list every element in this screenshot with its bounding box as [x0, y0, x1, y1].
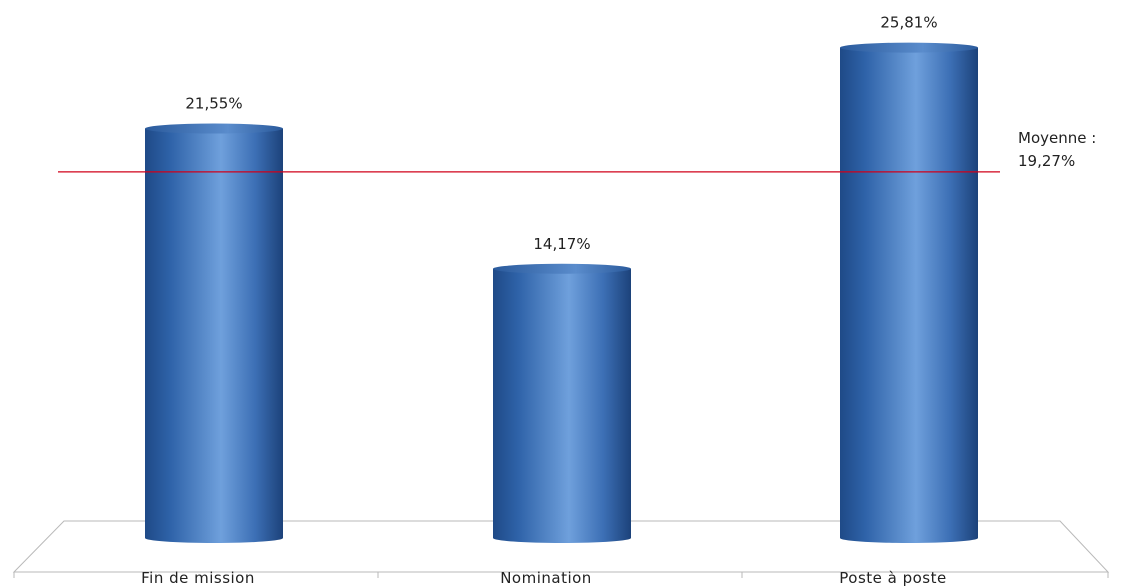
bar-bottom	[840, 533, 978, 543]
bar-1	[145, 123, 283, 543]
average-label-line2: 19,27%	[1018, 152, 1075, 170]
bar-3	[840, 42, 978, 543]
labels-layer: 21,55% Fin de mission 14,17% Nomination 25,8…	[141, 14, 946, 587]
category-label: Fin de mission	[141, 569, 255, 587]
bar-body	[493, 268, 631, 538]
data-label: 25,81%	[880, 14, 937, 32]
data-label: 14,17%	[533, 235, 590, 253]
bar-top	[493, 263, 631, 274]
bar-bottom	[145, 533, 283, 543]
bar-body	[145, 128, 283, 539]
category-label: Nomination	[500, 569, 592, 587]
bar-body	[840, 47, 978, 539]
bar-top	[145, 123, 283, 134]
chart-floor	[12, 520, 1110, 578]
bars-layer	[145, 42, 978, 543]
data-label: 21,55%	[185, 95, 242, 113]
bar-top	[840, 42, 978, 53]
average-label-line1: Moyenne :	[1018, 129, 1096, 147]
bar-2	[493, 263, 631, 543]
bar-bottom	[493, 533, 631, 543]
category-label: Poste à poste	[839, 569, 946, 587]
